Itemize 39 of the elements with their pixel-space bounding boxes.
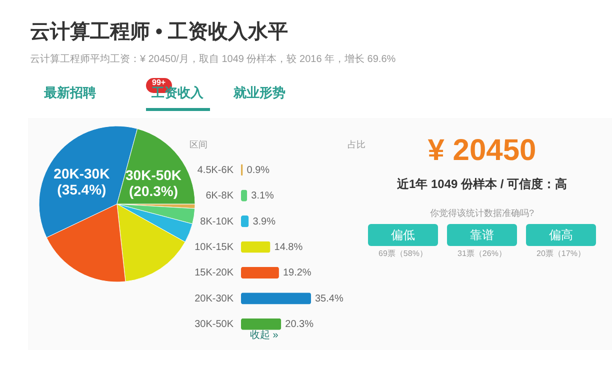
text: 31票（26%） bbox=[456, 248, 508, 259]
bar bbox=[241, 292, 311, 304]
data-label: (20.3%) bbox=[129, 183, 178, 200]
text: 偏高 bbox=[526, 224, 596, 246]
data-label: 19.2% bbox=[282, 268, 312, 279]
data-label: 3.9% bbox=[252, 216, 276, 228]
text: 你觉得该统计数据准确吗? bbox=[428, 207, 535, 220]
x-axis-title: 占比 bbox=[348, 140, 366, 150]
text: 20票（17%） bbox=[536, 248, 586, 259]
y-tick-label: 6K-8K bbox=[206, 190, 234, 202]
y-tick-label: 20K-30K bbox=[194, 293, 234, 304]
text: 最新招聘 bbox=[43, 84, 97, 102]
text: ¥ 20450 bbox=[428, 134, 536, 167]
data-label: 35.4% bbox=[315, 293, 344, 304]
y-tick-label: 30K-50K bbox=[194, 319, 234, 330]
data-label: 0.9% bbox=[246, 164, 270, 176]
y-tick-label: 10K-15K bbox=[194, 242, 234, 253]
y-axis-title: 区间 bbox=[190, 140, 208, 150]
bar bbox=[241, 216, 249, 228]
text: 靠谱 bbox=[447, 224, 517, 246]
text: 69票（58%） bbox=[378, 248, 428, 259]
text: 偏低 bbox=[368, 224, 438, 246]
data-label: 3.1% bbox=[251, 190, 274, 202]
slice-label: 20K-30K bbox=[54, 166, 110, 182]
bar bbox=[241, 241, 270, 253]
data-label: 14.8% bbox=[274, 242, 303, 253]
data-label: (35.4%) bbox=[57, 182, 106, 198]
text: 近1年 1049 份样本 / 可信度：高 bbox=[396, 176, 568, 193]
annotation: 收起 » bbox=[250, 328, 278, 342]
chart-title: 云计算工程师 • 工资收入水平 bbox=[30, 20, 288, 45]
y-tick-label: 8K-10K bbox=[200, 216, 234, 228]
text: 就业形势 bbox=[232, 84, 287, 102]
bar bbox=[241, 266, 279, 278]
slice-label: 30K-50K bbox=[126, 167, 182, 184]
bar bbox=[241, 318, 282, 330]
y-tick-label: 15K-20K bbox=[194, 268, 234, 279]
chart-subtitle: 云计算工程师平均工资：¥ 20450/月，取自 1049 份样本，较 2016 年，增长 69.6% bbox=[30, 52, 396, 66]
y-tick-label: 4.5K-6K bbox=[197, 164, 234, 176]
data-label: 20.3% bbox=[285, 319, 314, 330]
